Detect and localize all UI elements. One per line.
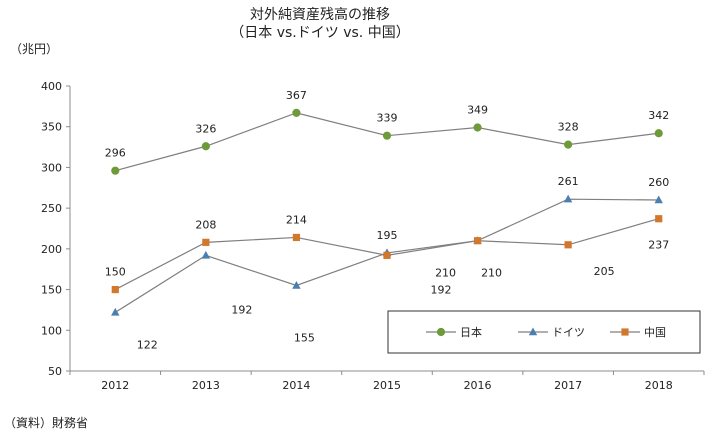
y-tick-label: 300: [41, 161, 62, 174]
y-axis-unit-label: （兆円）: [10, 42, 59, 56]
data-label: 208: [195, 218, 216, 231]
y-tick-label: 50: [48, 365, 62, 378]
data-label: 192: [231, 303, 252, 316]
data-point: [563, 194, 573, 203]
y-tick-label: 150: [41, 284, 62, 297]
y-tick-label: 400: [41, 80, 62, 93]
y-tick-label: 250: [41, 202, 62, 215]
source-note: （資料）財務省: [4, 416, 89, 430]
data-point: [655, 215, 663, 223]
data-point: [473, 123, 482, 132]
data-point: [564, 241, 572, 249]
data-label: 261: [558, 175, 579, 188]
data-label: 339: [377, 112, 398, 125]
data-point: [201, 142, 210, 151]
legend-label: 日本: [460, 325, 482, 339]
x-tick-label: 2017: [554, 379, 582, 392]
data-label: 328: [558, 121, 579, 134]
x-tick-label: 2018: [645, 379, 673, 392]
x-tick-label: 2014: [282, 379, 310, 392]
chart-subtitle: （日本 vs.ドイツ vs. 中国）: [230, 25, 410, 41]
data-label: 296: [105, 147, 126, 160]
data-point: [382, 131, 392, 140]
data-label: 342: [648, 109, 669, 122]
y-tick-label: 350: [41, 121, 62, 134]
legend-label: ドイツ: [552, 326, 585, 339]
legend-marker: [621, 328, 629, 336]
data-point: [292, 281, 301, 289]
y-tick-label: 100: [41, 324, 62, 337]
data-point: [111, 285, 119, 294]
chart-title: 対外純資産残高の推移: [250, 7, 390, 23]
data-label: 122: [137, 338, 158, 351]
data-point: [654, 129, 663, 138]
data-point: [564, 140, 573, 149]
data-point: [473, 237, 482, 245]
data-label: 155: [294, 332, 315, 345]
x-tick-label: 2016: [464, 379, 492, 392]
data-point: [654, 195, 663, 204]
data-label: 237: [648, 239, 669, 252]
legend-label: 中国: [644, 326, 666, 339]
data-point: [202, 238, 210, 246]
data-label: 260: [648, 176, 669, 189]
data-label: 192: [431, 283, 452, 296]
legend-marker: [436, 327, 446, 337]
data-label: 326: [195, 122, 216, 135]
data-point: [383, 251, 391, 259]
data-point: [292, 108, 301, 117]
data-label: 195: [377, 229, 398, 242]
data-point: [111, 307, 120, 316]
x-tick-label: 2012: [101, 379, 129, 392]
legend-marker: [528, 327, 538, 336]
data-point: [292, 233, 301, 242]
data-label: 367: [286, 89, 307, 102]
x-tick-label: 2013: [192, 379, 220, 392]
data-label: 349: [467, 104, 488, 117]
data-label: 210: [481, 267, 502, 280]
data-label: 205: [594, 265, 615, 278]
y-tick-label: 200: [41, 243, 62, 256]
data-label: 210: [435, 267, 456, 280]
data-label: 214: [286, 213, 307, 226]
data-point: [201, 250, 211, 259]
data-point: [111, 166, 120, 175]
data-label: 150: [105, 266, 126, 279]
x-tick-label: 2015: [373, 379, 401, 392]
